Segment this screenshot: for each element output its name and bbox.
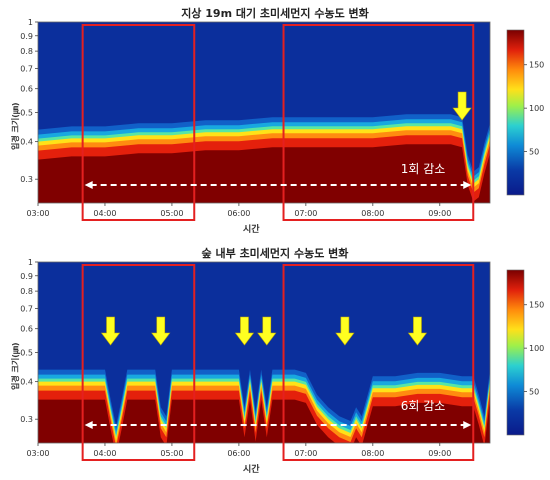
heatmap-svg-bottom: 1 0.9 0.8 0.7 0.6 0.5 0.4 0.3 03:00 04:00 05:00 06:… <box>20 258 544 461</box>
duration-arrow-head-left <box>84 181 93 189</box>
colorbar-tick-label: 150 <box>529 61 544 70</box>
colorbar-tick-label: 50 <box>529 388 539 397</box>
heatmap-svg-top: 1 0.9 0.8 0.7 0.6 0.5 0.4 0.3 03:00 04:00 05:00 06:… <box>20 18 544 221</box>
highlight-box <box>282 264 475 461</box>
duration-arrow-head-right <box>463 181 472 189</box>
decrease-arrow <box>335 316 355 346</box>
x-tick-label: 03:00 <box>26 449 49 458</box>
decrease-arrow <box>452 91 472 121</box>
y-tick-label: 0.7 <box>20 65 33 74</box>
y-tick-label: 0.9 <box>20 272 33 281</box>
x-tick-label: 08:00 <box>361 209 384 218</box>
colorbar-tick-label: 100 <box>529 344 544 353</box>
y-tick-label: 0.5 <box>20 109 33 118</box>
x-tick-label: 06:00 <box>227 209 250 218</box>
annotation-label: 6회 감소 <box>401 399 446 413</box>
highlight-box <box>81 264 196 461</box>
annotation-label: 1회 감소 <box>401 162 446 176</box>
decrease-arrow <box>234 316 255 346</box>
x-tick-label: 07:00 <box>294 209 317 218</box>
y-tick-label: 1 <box>28 18 33 27</box>
y-tick-label: 0.4 <box>20 378 33 387</box>
chart-panel-top: 지상 19m 대기 초미세먼지 수농도 변화 입경 크기(㎛) 시간 1 0.9 0… <box>11 7 544 235</box>
x-axis-label-top: 시간 <box>243 225 260 235</box>
chart-title-top: 지상 19m 대기 초미세먼지 수농도 변화 <box>181 7 369 20</box>
y-tick-label: 0.5 <box>20 349 33 358</box>
x-axis-label-bottom: 시간 <box>243 465 260 475</box>
y-tick-label: 0.6 <box>20 85 33 94</box>
duration-arrow-head-left <box>84 421 93 429</box>
x-tick-label: 08:00 <box>361 449 384 458</box>
y-tick-label: 0.3 <box>20 175 33 184</box>
x-tick-label: 03:00 <box>26 209 49 218</box>
y-tick-label: 0.9 <box>20 32 33 41</box>
colorbar <box>506 29 525 196</box>
decrease-arrow <box>151 316 171 346</box>
x-tick-label: 09:00 <box>428 449 451 458</box>
x-tick-label: 04:00 <box>93 449 116 458</box>
highlight-box <box>81 24 196 221</box>
y-tick-label: 0.3 <box>20 415 33 424</box>
band-darkred <box>38 144 490 203</box>
colorbar-tick-label: 100 <box>529 104 544 113</box>
y-tick-label: 0.6 <box>20 325 33 334</box>
x-tick-label: 05:00 <box>160 449 183 458</box>
highlight-box <box>282 24 475 221</box>
y-tick-label: 0.8 <box>20 287 33 296</box>
band-darkred <box>38 399 490 443</box>
chart-title-bottom: 숲 내부 초미세먼지 수농도 변화 <box>201 247 349 260</box>
decrease-arrow <box>257 316 277 346</box>
decrease-arrow <box>100 316 121 346</box>
decrease-arrow <box>407 316 428 346</box>
duration-arrow-head-right <box>463 421 472 429</box>
colorbar <box>506 269 525 436</box>
y-tick-label: 1 <box>28 258 33 267</box>
chart-panel-bottom: 숲 내부 초미세먼지 수농도 변화 입경 크기(㎛) 시간 1 0.9 0.8 0.7… <box>0 240 550 480</box>
colorbar-tick-label: 50 <box>529 148 539 157</box>
x-tick-label: 09:00 <box>428 209 451 218</box>
x-tick-label: 06:00 <box>227 449 250 458</box>
y-tick-label: 0.4 <box>20 138 33 147</box>
x-tick-label: 04:00 <box>93 209 116 218</box>
x-tick-label: 07:00 <box>294 449 317 458</box>
y-tick-label: 0.7 <box>20 305 33 314</box>
colorbar-tick-label: 150 <box>529 301 544 310</box>
x-tick-label: 05:00 <box>160 209 183 218</box>
y-tick-label: 0.8 <box>20 47 33 56</box>
